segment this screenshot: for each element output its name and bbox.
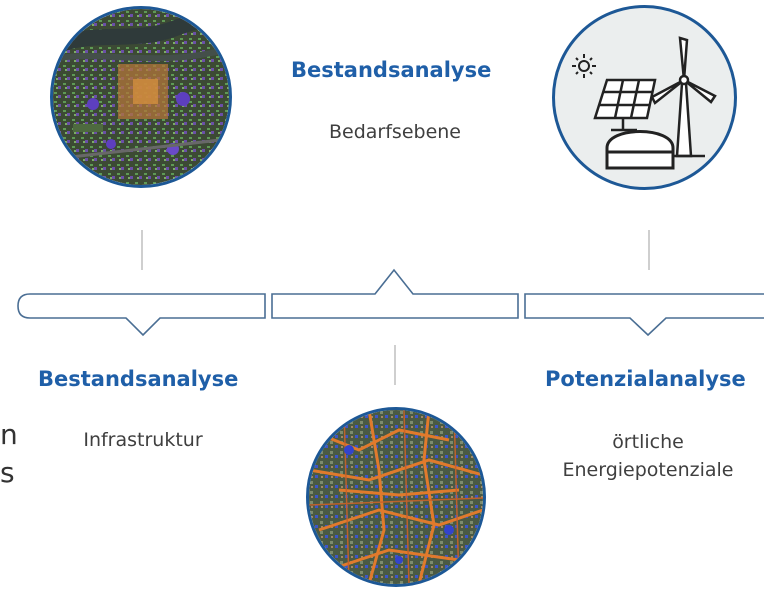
solar-panel-icon (593, 78, 657, 132)
edge-text-2: s (0, 456, 15, 489)
left-heading: Bestandsanalyse (38, 367, 239, 391)
renewable-energy-icons (572, 36, 717, 170)
timeline-band (17, 268, 764, 337)
timeline-segment-center (271, 268, 519, 319)
map-circle-bottom-center (306, 407, 486, 587)
left-subtext: Infrastruktur (83, 429, 203, 451)
top-center-subtext: Bedarfsebene (329, 121, 461, 143)
timeline-segment-left (17, 293, 266, 337)
satellite-map-image (53, 9, 229, 185)
renewable-energy-circle (552, 5, 737, 190)
connector-line-left (141, 230, 143, 270)
map-circle-top-left (50, 6, 232, 188)
top-center-heading: Bestandsanalyse (291, 58, 492, 82)
biogas-dome-icon (605, 130, 675, 170)
timeline-segment-right (524, 293, 764, 337)
right-heading: Potenzialanalyse (545, 367, 746, 391)
network-map-image (309, 410, 483, 584)
right-subtext-line2: Energiepotenziale (562, 459, 734, 481)
connector-line-center (394, 345, 396, 385)
connector-line-right (648, 230, 650, 270)
sun-icon (572, 54, 596, 78)
right-subtext: örtliche Energiepotenziale (538, 428, 758, 484)
edge-text-1: n (0, 418, 18, 451)
right-subtext-line1: örtliche (612, 431, 684, 453)
